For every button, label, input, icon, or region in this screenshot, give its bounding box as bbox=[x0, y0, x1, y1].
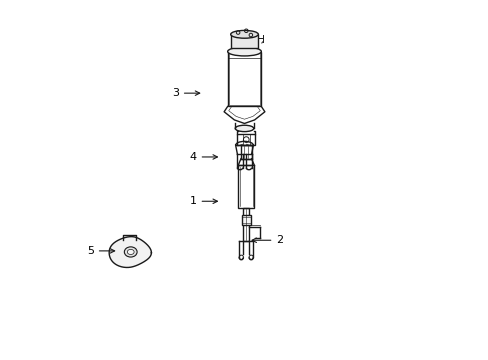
Bar bbox=[238, 165, 254, 208]
Bar bbox=[237, 134, 255, 145]
Bar bbox=[243, 208, 249, 241]
Text: 3: 3 bbox=[171, 88, 199, 98]
Bar bbox=[241, 145, 251, 159]
Ellipse shape bbox=[124, 247, 137, 257]
Text: 1: 1 bbox=[189, 196, 217, 206]
Bar bbox=[230, 34, 258, 48]
Polygon shape bbox=[109, 237, 151, 267]
Ellipse shape bbox=[127, 249, 134, 255]
Text: 4: 4 bbox=[189, 152, 217, 162]
Ellipse shape bbox=[230, 31, 258, 38]
Text: 5: 5 bbox=[87, 246, 114, 256]
Bar bbox=[229, 53, 259, 105]
Text: 2: 2 bbox=[251, 235, 283, 245]
Bar bbox=[242, 215, 250, 225]
Ellipse shape bbox=[235, 125, 253, 132]
Ellipse shape bbox=[227, 47, 261, 56]
Bar bbox=[227, 51, 261, 107]
